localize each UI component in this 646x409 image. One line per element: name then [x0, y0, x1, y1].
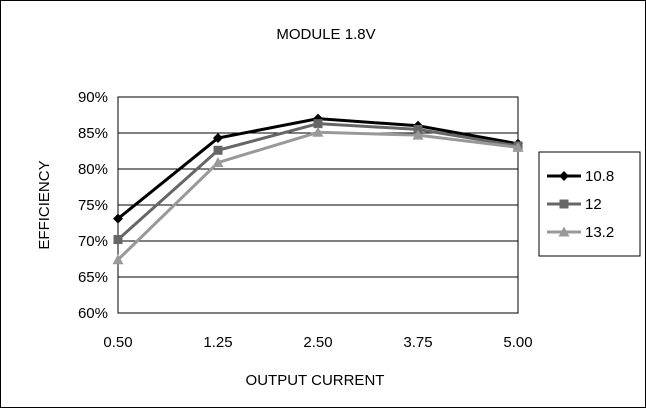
- x-tick-label: 0.50: [103, 334, 132, 351]
- legend-label: 12: [585, 196, 602, 213]
- data-point: [558, 226, 570, 237]
- data-point: [313, 119, 323, 129]
- y-tick-label: 80%: [78, 161, 108, 178]
- legend-label: 10.8: [585, 168, 614, 185]
- series-12: [113, 119, 523, 245]
- data-point: [512, 141, 524, 152]
- series-13.2: [112, 126, 524, 265]
- x-axis-title: OUTPUT CURRENT: [246, 372, 385, 389]
- data-point: [413, 124, 423, 134]
- data-point: [113, 235, 123, 245]
- data-point: [112, 254, 124, 265]
- legend-label: 13.2: [585, 224, 614, 241]
- series: [112, 113, 524, 265]
- x-tick-label: 2.50: [303, 334, 332, 351]
- data-point: [212, 157, 224, 168]
- data-point: [559, 199, 569, 209]
- gridlines: [118, 132, 518, 278]
- x-tick-label: 1.25: [203, 334, 232, 351]
- legend-item: 12: [547, 196, 602, 213]
- y-axis-title: EFFICIENCY: [36, 160, 53, 249]
- data-point: [412, 129, 424, 140]
- y-tick-label: 60%: [78, 305, 108, 322]
- data-point: [213, 133, 223, 144]
- y-tick-labels: 60% 65% 70% 75% 80% 85% 90%: [78, 89, 108, 322]
- x-tick-label: 5.00: [503, 334, 532, 351]
- legend-item: 13.2: [547, 224, 614, 241]
- y-tick-label: 75%: [78, 197, 108, 214]
- y-tick-label: 65%: [78, 269, 108, 286]
- data-point: [312, 126, 324, 137]
- y-tick-label: 70%: [78, 233, 108, 250]
- chart-title: MODULE 1.8V: [276, 26, 375, 43]
- y-tick-label: 90%: [78, 89, 108, 106]
- y-tick-label: 85%: [78, 125, 108, 142]
- x-tick-labels: 0.50 1.25 2.50 3.75 5.00: [103, 334, 532, 351]
- data-point: [213, 145, 223, 155]
- x-tick-label: 3.75: [403, 334, 432, 351]
- data-point: [113, 213, 123, 224]
- legend: 10.8 12 13.2: [538, 151, 641, 257]
- data-point: [559, 171, 569, 181]
- legend-item: 10.8: [547, 168, 614, 185]
